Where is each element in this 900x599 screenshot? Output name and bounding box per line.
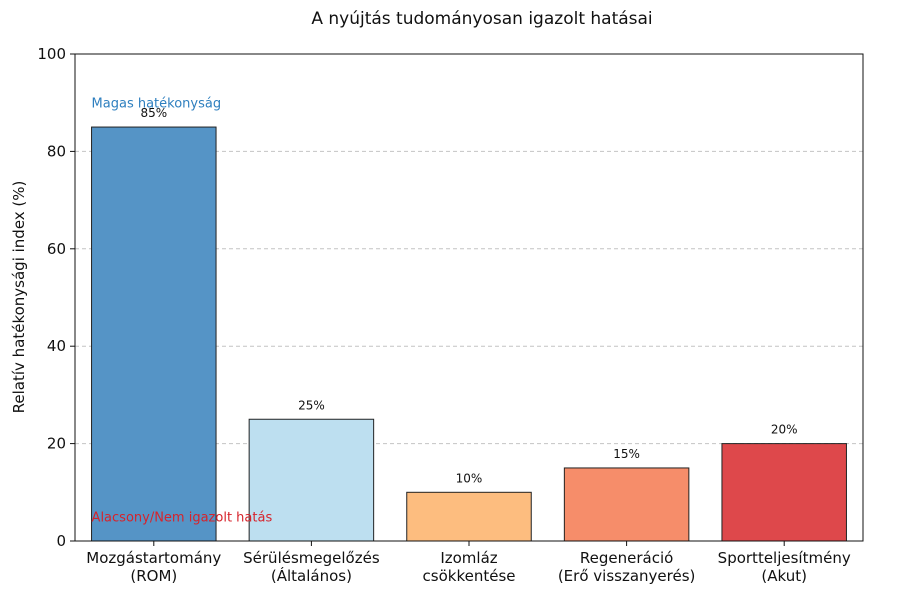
bar-value-label: 25% — [298, 398, 325, 412]
bar — [406, 491, 532, 542]
x-tick-label: Sportteljesítmény (Akut) — [718, 549, 851, 585]
bar — [721, 443, 847, 542]
bar-value-label: 15% — [613, 447, 640, 461]
bar-value-label: 85% — [140, 106, 167, 120]
bar-value-label: 10% — [456, 471, 483, 485]
x-tick-label: Sérülésmegelőzés (Általános) — [243, 549, 380, 585]
x-tick-label: Mozgástartomány (ROM) — [86, 549, 221, 585]
bar — [91, 126, 217, 542]
y-tick-label: 60 — [47, 240, 66, 258]
y-tick-label: 40 — [47, 337, 66, 355]
bar — [248, 418, 375, 542]
y-axis-label: Relatív hatékonysági index (%) — [10, 181, 28, 414]
bar-value-label: 20% — [771, 423, 798, 437]
y-tick-label: 100 — [37, 45, 66, 63]
y-tick-label: 0 — [56, 532, 66, 550]
annotation-label: Alacsony/Nem igazolt hatás — [92, 511, 273, 526]
y-tick-label: 20 — [47, 435, 66, 453]
x-tick-label: Izomláz csökkentése — [423, 549, 516, 585]
x-tick-label: Regeneráció (Erő visszanyerés) — [558, 549, 696, 585]
bar — [563, 467, 690, 542]
y-tick-label: 80 — [47, 142, 66, 160]
chart-title: A nyújtás tudományosan igazolt hatásai — [311, 9, 652, 29]
annotation-label: Magas hatékonyság — [92, 97, 222, 112]
